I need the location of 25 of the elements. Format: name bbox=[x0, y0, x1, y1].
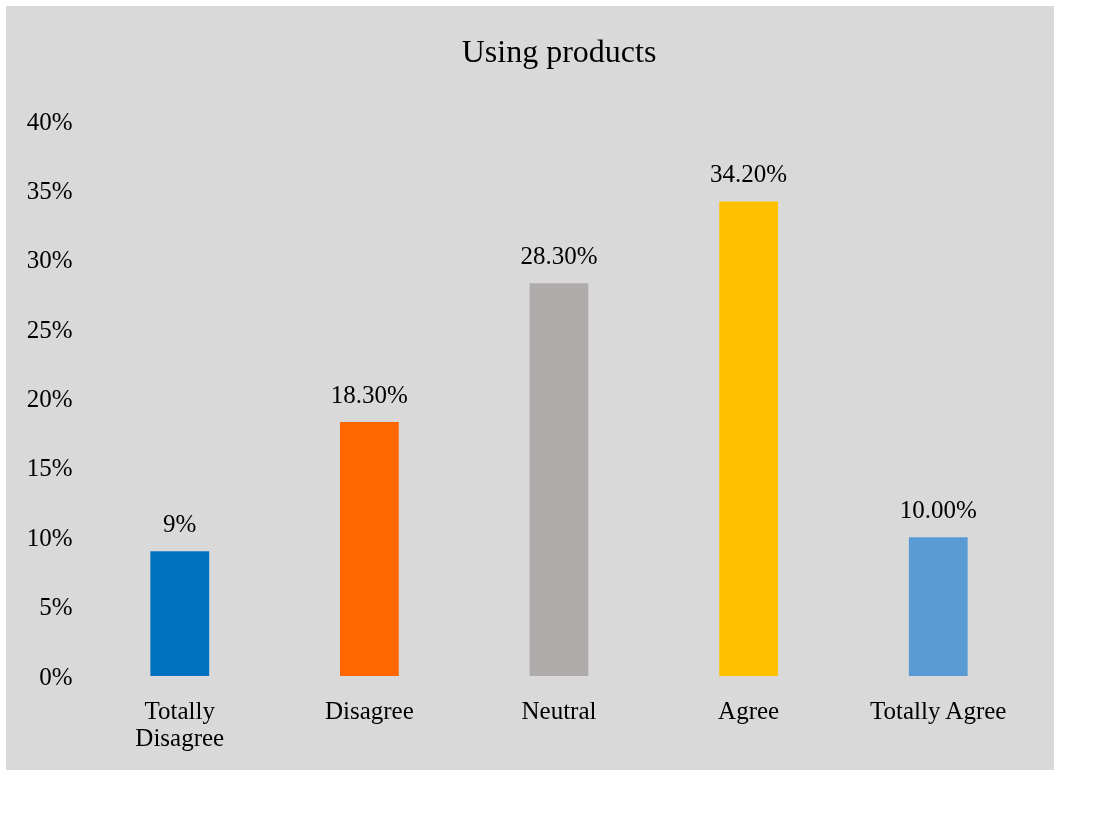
bar bbox=[150, 551, 210, 676]
bar bbox=[529, 283, 589, 676]
x-tick-label: Disagree bbox=[324, 696, 414, 724]
y-tick-label: 30% bbox=[26, 246, 73, 274]
data-label: 9% bbox=[163, 510, 197, 538]
x-tick-label: Agree bbox=[718, 696, 780, 724]
y-tick-label: 15% bbox=[26, 454, 73, 482]
data-label: 34.20% bbox=[710, 160, 788, 188]
data-label: 28.30% bbox=[520, 242, 598, 270]
x-tick-label: Totally Disagree bbox=[135, 696, 225, 751]
chart-title: Using products bbox=[461, 33, 657, 69]
y-tick-label: 0% bbox=[39, 662, 73, 690]
bar bbox=[339, 422, 399, 676]
bar bbox=[908, 537, 968, 676]
bar bbox=[719, 201, 779, 676]
data-label: 10.00% bbox=[899, 496, 977, 524]
x-tick-label: Neutral bbox=[521, 696, 597, 724]
y-tick-label: 35% bbox=[26, 176, 73, 204]
y-tick-label: 25% bbox=[26, 315, 73, 343]
y-tick-label: 10% bbox=[26, 523, 73, 551]
y-tick-label: 40% bbox=[26, 107, 73, 135]
y-tick-label: 5% bbox=[39, 593, 73, 621]
y-tick-label: 20% bbox=[26, 385, 73, 412]
x-tick-label: Totally Agree bbox=[870, 696, 1007, 724]
data-label: 18.30% bbox=[330, 381, 408, 409]
